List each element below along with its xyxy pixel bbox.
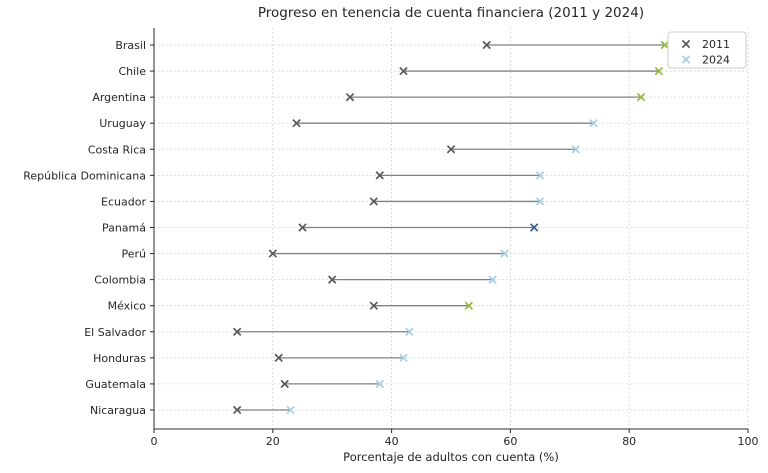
- x-tick-label: 80: [622, 435, 636, 448]
- legend-label: 2011: [702, 38, 730, 51]
- y-tick-label: Honduras: [93, 352, 146, 365]
- y-tick-label: Brasil: [115, 39, 146, 52]
- dumbbell-row: [327, 275, 497, 284]
- marker-2011: [280, 379, 289, 389]
- axes: 0 20 40 60 80 100 Brasil Chile Argentina Uruguay C…: [23, 28, 759, 448]
- marker-2024: [500, 249, 509, 258]
- marker-2011: [482, 40, 491, 50]
- marker-2024: [535, 171, 545, 180]
- dumbbell-row: [345, 92, 646, 102]
- legend-marker-2011: [681, 39, 691, 49]
- dumbbell-row: [446, 145, 580, 154]
- chart-title: Progreso en tenencia de cuenta financier…: [258, 5, 644, 21]
- y-tick-label: Nicaragua: [90, 404, 146, 417]
- y-tick-label: Perú: [121, 248, 146, 261]
- x-tick-label: 100: [738, 435, 759, 448]
- dumbbell-row: [292, 119, 598, 128]
- marker-2024: [375, 379, 384, 389]
- x-axis-label: Porcentaje de adultos con cuenta (%): [343, 450, 559, 464]
- marker-2024: [535, 197, 545, 206]
- marker-2024: [529, 223, 539, 232]
- y-tick-label: Argentina: [92, 91, 146, 104]
- y-tick-label: El Salvador: [84, 326, 146, 339]
- marker-2024: [286, 405, 295, 415]
- marker-2011: [369, 301, 378, 310]
- dumbbell-row: [482, 40, 670, 50]
- marker-2011: [268, 249, 278, 258]
- y-tick-label: Chile: [118, 65, 146, 78]
- y-tick-label: Uruguay: [99, 117, 146, 130]
- marker-2011: [327, 275, 337, 284]
- dumbbell-row: [369, 301, 474, 310]
- dumbbell-row: [280, 379, 384, 389]
- legend-marker-2024: [681, 55, 691, 64]
- plot-area: 0 20 40 60 80 100 Brasil Chile Argentina Uruguay C…: [23, 28, 759, 448]
- dumbbell-row: [232, 405, 295, 415]
- y-tick-label: México: [108, 300, 147, 313]
- x-tick-label: 0: [151, 435, 158, 448]
- dumbbell-row: [274, 353, 408, 363]
- y-tick-label: Colombia: [94, 274, 146, 287]
- marker-2024: [636, 92, 646, 102]
- marker-2011: [232, 327, 242, 336]
- marker-2011: [375, 171, 384, 180]
- dumbbell-row: [369, 197, 545, 206]
- marker-2011: [274, 353, 283, 363]
- dumbbell-row: [399, 66, 664, 76]
- marker-2011: [292, 119, 301, 128]
- dumbbell-row: [298, 223, 539, 232]
- y-tick-label: Ecuador: [101, 195, 146, 208]
- marker-2024: [660, 40, 670, 50]
- legend: 2011 2024: [667, 31, 747, 69]
- x-tick-label: 40: [385, 435, 399, 448]
- marker-2024: [488, 275, 497, 284]
- marker-2011: [345, 92, 355, 102]
- marker-2024: [405, 327, 414, 336]
- dumbbell-row: [375, 171, 545, 180]
- marker-2024: [464, 301, 474, 310]
- y-tick-label: Costa Rica: [88, 143, 146, 156]
- marker-2024: [399, 353, 408, 363]
- x-tick-label: 60: [503, 435, 517, 448]
- legend-label: 2024: [702, 54, 730, 67]
- dumbbell-row: [268, 249, 509, 258]
- marker-2011: [399, 66, 408, 76]
- y-tick-label: Guatemala: [85, 378, 146, 391]
- gridlines: [153, 28, 749, 429]
- marker-2011: [446, 145, 456, 154]
- dumbbell-row: [232, 327, 414, 336]
- y-tick-label: Panamá: [102, 221, 146, 234]
- y-tick-label: República Dominicana: [23, 169, 146, 182]
- marker-2024: [589, 119, 598, 128]
- marker-2011: [298, 223, 307, 232]
- marker-2024: [654, 66, 664, 76]
- marker-2011: [369, 197, 378, 206]
- marker-2024: [571, 145, 580, 154]
- marker-2011: [232, 405, 242, 415]
- x-tick-label: 20: [266, 435, 280, 448]
